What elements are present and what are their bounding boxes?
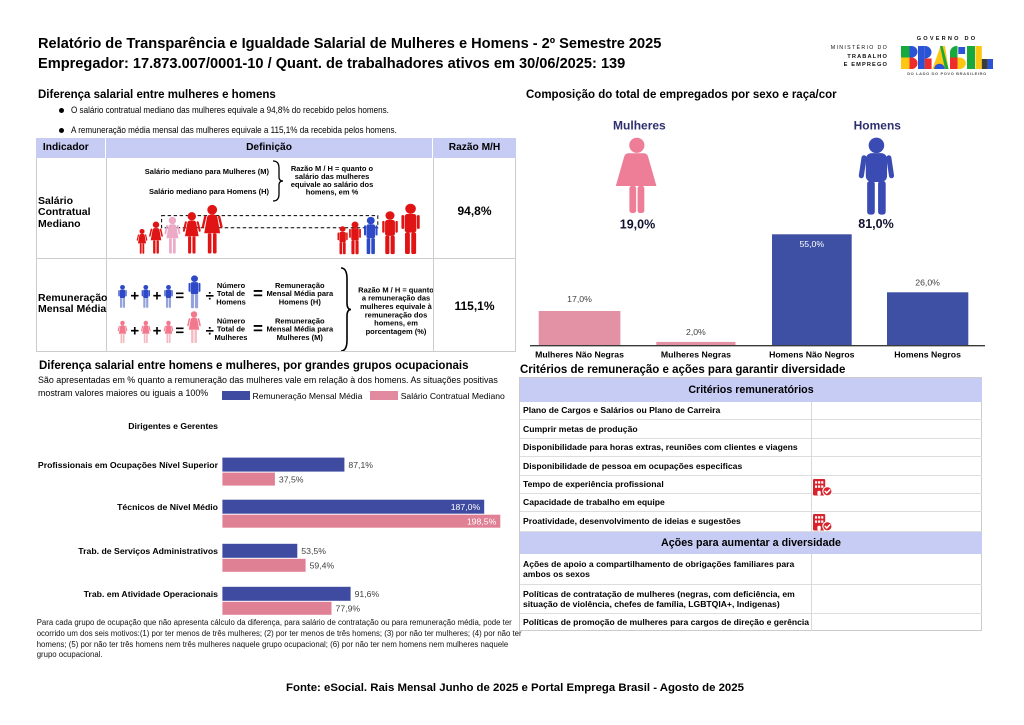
- svg-text:Homens (H): Homens (H): [279, 298, 322, 307]
- svg-text:59,4%: 59,4%: [310, 561, 335, 571]
- svg-text:26,0%: 26,0%: [915, 277, 940, 287]
- svg-text:77,9%: 77,9%: [336, 604, 361, 614]
- svg-text:91,6%: 91,6%: [355, 589, 380, 599]
- svg-text:Dirigentes e Gerentes: Dirigentes e Gerentes: [128, 421, 218, 431]
- svg-text:+: +: [130, 323, 139, 340]
- svg-text:Mulheres: Mulheres: [215, 333, 248, 342]
- svg-text:17,0%: 17,0%: [567, 294, 592, 304]
- svg-text:homens, em %: homens, em %: [306, 188, 359, 197]
- svg-text:Remuneração: Remuneração: [275, 281, 325, 290]
- svg-text:Número: Número: [217, 317, 246, 326]
- svg-text:+: +: [153, 323, 162, 340]
- svg-text:=: =: [253, 284, 263, 303]
- svg-text:Total de: Total de: [217, 325, 245, 334]
- svg-text:Mulheres: Mulheres: [613, 119, 666, 133]
- svg-text:187,0%: 187,0%: [451, 502, 481, 512]
- svg-text:Mulheres (M): Mulheres (M): [277, 333, 324, 342]
- svg-text:Mensal Média para: Mensal Média para: [266, 325, 334, 334]
- svg-text:Trab. de Serviços Administrati: Trab. de Serviços Administrativos: [78, 546, 218, 556]
- svg-text:=: =: [175, 323, 184, 340]
- svg-text:+: +: [153, 288, 162, 305]
- svg-text:salário das mulheres: salário das mulheres: [295, 172, 370, 181]
- svg-text:Trab. em Atividade Operacionai: Trab. em Atividade Operacionais: [84, 589, 219, 599]
- svg-text:37,5%: 37,5%: [279, 474, 304, 484]
- svg-text:Homens: Homens: [854, 119, 902, 133]
- svg-text:55,0%: 55,0%: [799, 239, 824, 249]
- svg-text:remuneração dos: remuneração dos: [365, 310, 428, 319]
- svg-text:÷: ÷: [206, 288, 214, 305]
- svg-text:87,1%: 87,1%: [348, 460, 373, 470]
- svg-text:homens, em: homens, em: [374, 319, 418, 328]
- svg-text:Salário mediano para Homens (H: Salário mediano para Homens (H): [149, 187, 270, 196]
- svg-text:2,0%: 2,0%: [686, 327, 706, 337]
- svg-text:19,0%: 19,0%: [620, 218, 655, 232]
- svg-text:÷: ÷: [206, 323, 214, 340]
- svg-text:Técnicos de Nível Médio: Técnicos de Nível Médio: [117, 502, 218, 512]
- svg-text:Homens Negros: Homens Negros: [894, 350, 961, 360]
- svg-text:equivale ao salário dos: equivale ao salário dos: [291, 180, 374, 189]
- svg-text:Salário mediano para Mulheres: Salário mediano para Mulheres (M): [145, 167, 270, 176]
- svg-text:Razão M / H = quanto: Razão M / H = quanto: [358, 286, 433, 295]
- svg-text:mulheres equivale à: mulheres equivale à: [360, 302, 433, 311]
- svg-text:81,0%: 81,0%: [858, 217, 893, 231]
- svg-text:Mensal Média para: Mensal Média para: [266, 289, 334, 298]
- svg-text:porcentagem (%): porcentagem (%): [366, 327, 427, 336]
- svg-text:Homens Não Negros: Homens Não Negros: [769, 350, 855, 360]
- svg-text:Mulheres Não Negras: Mulheres Não Negras: [535, 350, 624, 360]
- svg-text:Homens: Homens: [216, 298, 246, 307]
- svg-text:53,5%: 53,5%: [301, 546, 326, 556]
- svg-text:Razão M / H = quanto o: Razão M / H = quanto o: [291, 164, 374, 173]
- svg-text:a remuneração das: a remuneração das: [362, 294, 430, 303]
- svg-text:=: =: [175, 288, 184, 305]
- svg-text:Profissionais em Ocupações Nív: Profissionais em Ocupações Nível Superio…: [38, 460, 219, 470]
- svg-text:Total de: Total de: [217, 289, 245, 298]
- svg-text:=: =: [253, 319, 263, 338]
- svg-text:198,5%: 198,5%: [467, 517, 497, 527]
- svg-text:Número: Número: [217, 281, 246, 290]
- svg-text:Remuneração: Remuneração: [275, 317, 325, 326]
- svg-text:Mulheres Negras: Mulheres Negras: [661, 350, 731, 360]
- svg-text:+: +: [130, 288, 139, 305]
